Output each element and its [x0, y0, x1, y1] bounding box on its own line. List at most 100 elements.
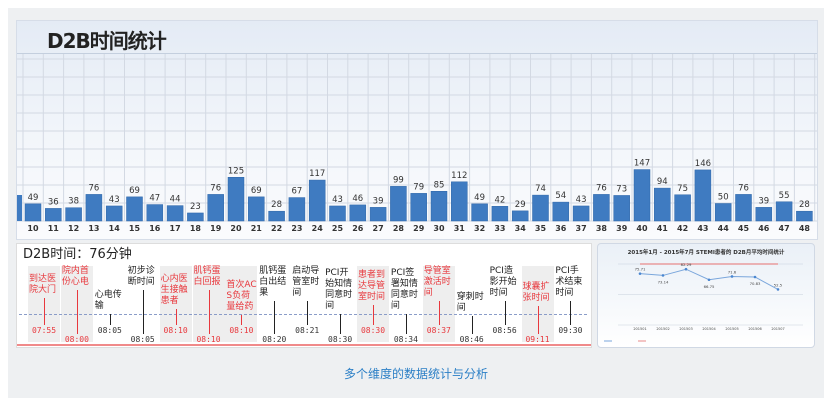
timeline-highlight-bg: [357, 266, 389, 342]
bar-value-label: 39: [758, 196, 769, 206]
d2b-timeline-panel: D2B时间：76分钟 到达医院大门 07:55 院内首份心电 08:00 心电传输 08:…: [16, 243, 592, 348]
bar: [775, 201, 793, 222]
mini-point: [684, 267, 688, 271]
bar-value-label: 76: [596, 183, 607, 193]
x-tick-label: 17: [170, 224, 181, 233]
bar-value-label: 79: [413, 182, 424, 192]
bar-value-label: 29: [515, 200, 526, 210]
bar-value-label: 43: [576, 195, 587, 205]
x-tick-label: 23: [291, 224, 302, 233]
timeline-event-label: 到达医院大门: [29, 274, 57, 295]
d2b-bar-chart-panel: D2B时间统计 49 10 36 11 38 12 76 13 43 14 69 15 47 16 44 17…: [16, 20, 818, 240]
x-tick-label: 10: [27, 224, 39, 233]
x-tick-label: 24: [312, 224, 324, 233]
x-tick-label: 27: [373, 224, 384, 233]
timeline-event-time: 08:30: [360, 326, 386, 335]
x-tick-label: 34: [515, 224, 527, 233]
bar: [491, 206, 509, 222]
mini-chart-title: 2015年1月 - 2015年7月 STEMI患者的 D2B月平均时间统计: [628, 248, 785, 256]
bar: [796, 210, 813, 222]
bar: [511, 210, 529, 222]
bar-value-label: 46: [352, 194, 363, 204]
bar: [755, 207, 773, 222]
timeline-arrow-icon: [471, 316, 473, 334]
bar: [410, 193, 427, 222]
timeline-event-time: 08:30: [328, 335, 353, 344]
mini-x-tick: 201504: [702, 327, 716, 331]
timeline-arrow-icon: [438, 301, 440, 325]
timeline-event-label: 患者到达导管室时间: [358, 270, 386, 302]
bar: [105, 205, 123, 222]
bar-chart: 49 10 36 11 38 12 76 13 43 14 69 15 47 16 44 17 23 18 76 19…: [17, 54, 817, 233]
mini-point: [638, 272, 642, 275]
timeline-arrow-icon: [142, 290, 144, 334]
timeline-event-time: 08:10: [229, 326, 254, 335]
mini-point: [661, 274, 665, 277]
x-tick-label: 47: [779, 224, 790, 233]
bar-value-label: 54: [555, 191, 566, 201]
timeline-event-time: 08:10: [196, 335, 221, 344]
bar: [654, 187, 671, 222]
x-tick-label: 13: [88, 224, 99, 233]
bar-value-label: 67: [291, 187, 302, 197]
x-tick-label: 40: [636, 224, 648, 233]
timeline-highlight-bg: [225, 266, 258, 342]
bar-value-label: 112: [451, 171, 467, 181]
mini-x-tick: 201502: [656, 327, 669, 331]
bar-value-label: 73: [616, 184, 627, 194]
bar-value-label: 43: [109, 195, 120, 205]
timeline-event-label: 穿刺时间: [456, 292, 484, 313]
x-tick-label: 28: [393, 224, 405, 233]
mini-point-label: 73.14: [658, 279, 669, 284]
bar: [207, 194, 224, 222]
timeline-arrow-icon: [570, 301, 572, 325]
mini-x-tick: 201507: [771, 327, 784, 331]
bar: [369, 207, 387, 222]
bar-value-label: 76: [88, 183, 99, 193]
monthly-d2b-line-chart: 2015年1月 - 2015年7月 STEMI患者的 D2B月平均时间统计 75.…: [597, 243, 815, 348]
bar-value-label: 42: [494, 195, 505, 205]
bar: [613, 195, 630, 222]
header-divider: [17, 53, 817, 54]
x-tick-label: 26: [352, 224, 364, 233]
mini-point: [776, 288, 780, 291]
bar: [166, 205, 184, 222]
bar: [248, 196, 265, 222]
x-tick-label: 43: [697, 224, 708, 233]
bar-value-label: 49: [474, 193, 485, 203]
bar-partial: [17, 195, 22, 221]
timeline-event-label: PCI签署知情同意时间: [390, 268, 418, 311]
bar: [633, 169, 651, 222]
x-tick-label: 45: [738, 224, 750, 233]
bar-value-label: 94: [657, 177, 668, 187]
timeline-event-time: 09:11: [525, 335, 550, 344]
timeline-arrow-icon: [307, 301, 309, 325]
bar: [288, 197, 306, 222]
timeline-event-time: 08:00: [64, 335, 89, 344]
mini-point-label: 66.75: [704, 284, 715, 289]
bar-value-label: 44: [170, 195, 181, 205]
bar-value-label: 38: [68, 197, 79, 207]
bar-value-label: 47: [149, 194, 160, 204]
mini-point: [753, 275, 757, 279]
bar: [674, 194, 691, 222]
bar: [126, 196, 143, 222]
bar: [146, 204, 164, 222]
timeline-title: D2B时间：76分钟: [23, 247, 132, 262]
mini-point-label: 71.6: [728, 269, 737, 274]
x-tick-label: 25: [332, 224, 344, 233]
timeline-event-time: 08:05: [130, 335, 155, 344]
timeline-arrow-icon: [405, 314, 407, 334]
timeline-event-label: 球囊扩张时间: [522, 282, 550, 303]
bar: [694, 169, 712, 222]
timeline-arrow-icon: [241, 315, 243, 325]
timeline-arrow-icon: [208, 290, 210, 334]
timeline-arrow-icon: [175, 309, 177, 325]
bar-value-label: 49: [28, 193, 39, 203]
x-tick-label: 20: [230, 224, 242, 233]
bar-value-label: 85: [434, 180, 445, 190]
bar-value-label: 39: [373, 196, 384, 206]
bar: [268, 210, 285, 222]
bar: [65, 207, 82, 222]
bar-value-label: 36: [48, 197, 59, 207]
